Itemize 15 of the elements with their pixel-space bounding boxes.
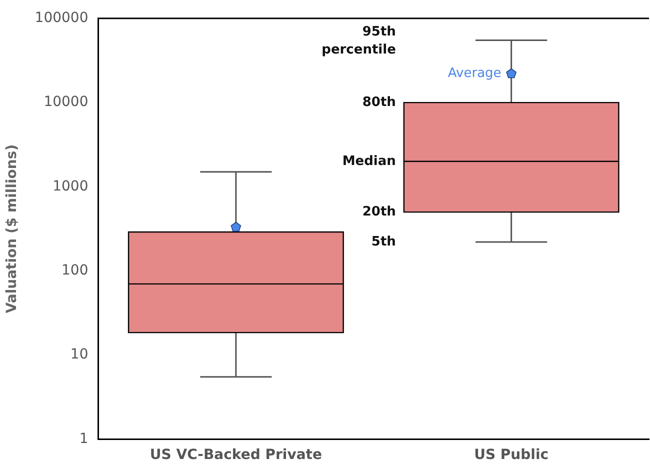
annotation: Median bbox=[342, 154, 396, 169]
y-tick-label: 100000 bbox=[34, 10, 88, 26]
y-tick-label: 100 bbox=[62, 262, 88, 279]
x-tick-label: US VC-Backed Private bbox=[150, 447, 322, 464]
y-tick-label: 10 bbox=[70, 346, 88, 363]
annotation: 95th percentile bbox=[322, 24, 396, 58]
annotation: 80th bbox=[362, 94, 396, 110]
x-tick-label: US Public bbox=[474, 447, 549, 464]
annotation: 5th bbox=[371, 234, 396, 250]
y-tick-label: 10000 bbox=[44, 94, 88, 110]
y-axis-title: Valuation ($ millions) bbox=[4, 144, 20, 314]
y-tick-label: 1 bbox=[79, 430, 88, 447]
annotation: Average bbox=[448, 66, 502, 82]
y-tick-label: 1000 bbox=[52, 178, 88, 194]
annotation: 20th bbox=[362, 204, 396, 220]
